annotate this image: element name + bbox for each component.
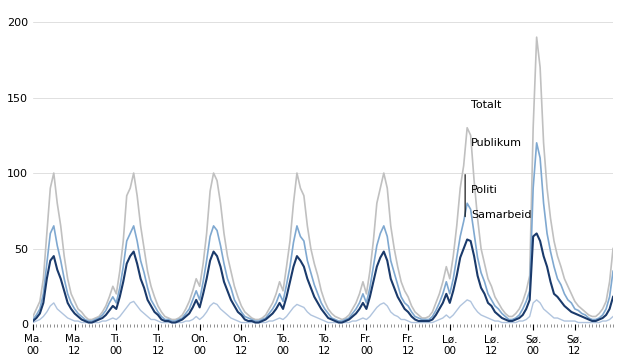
Text: Totalt: Totalt <box>471 101 502 110</box>
Text: Samarbeid: Samarbeid <box>471 210 531 220</box>
Text: Politi: Politi <box>471 184 498 195</box>
Text: Publikum: Publikum <box>471 138 522 148</box>
